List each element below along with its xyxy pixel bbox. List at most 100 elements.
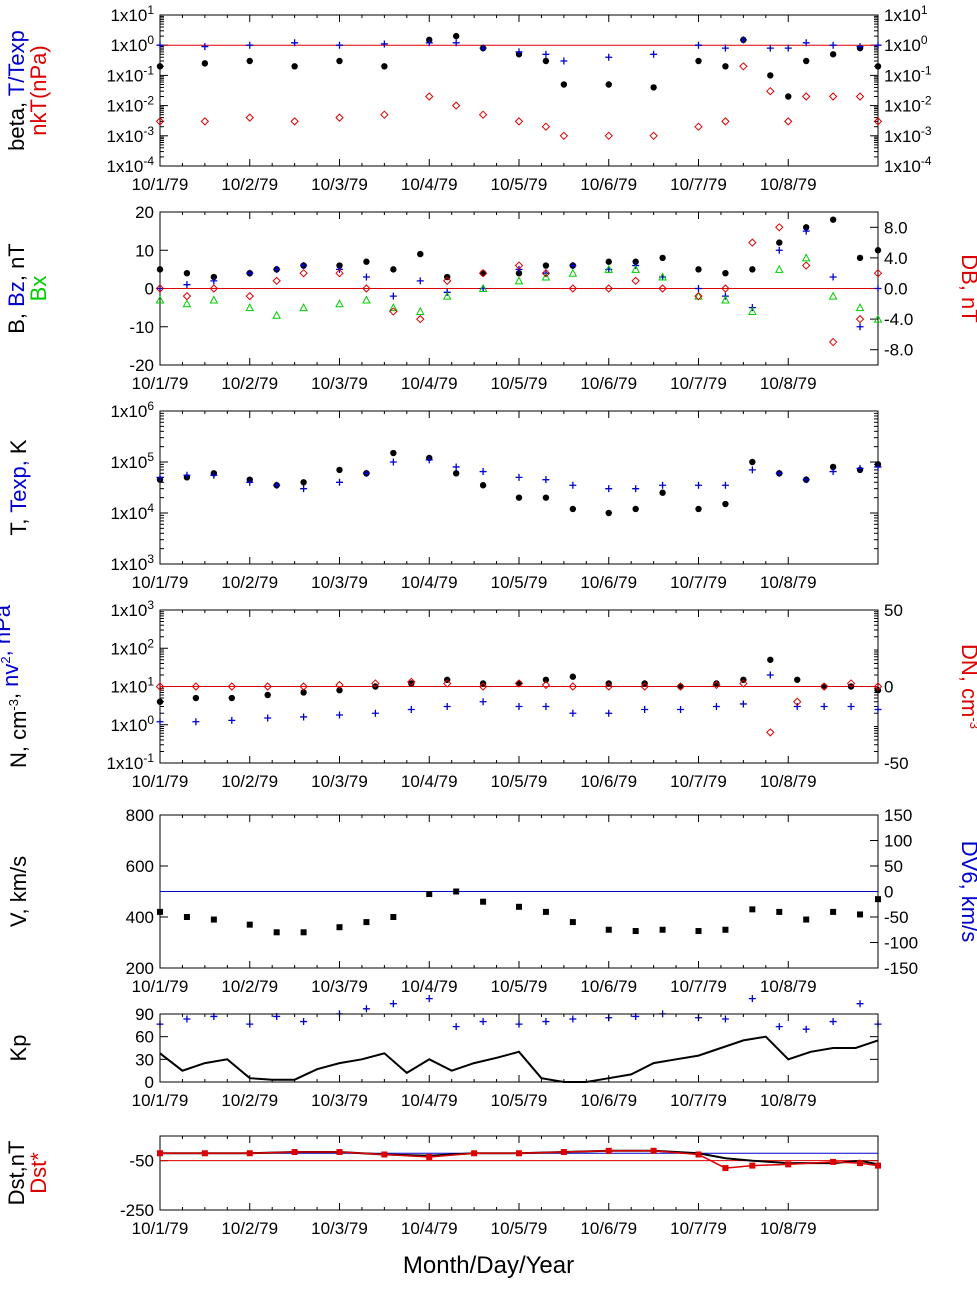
data-point [335, 680, 344, 690]
data-point [640, 682, 649, 691]
data-point [569, 919, 576, 926]
data-point [560, 81, 568, 88]
y-tick-label: 1x105 [110, 450, 154, 472]
data-point [542, 494, 550, 501]
series-nkt-npa- [155, 62, 883, 141]
data-point [695, 57, 702, 65]
panel-dst: 10/1/79 10/2/79 10/3/79 10/4/79 10/5/79 10/6/… [4, 1135, 881, 1238]
data-point [541, 680, 551, 690]
y2-tick-label: -150 [884, 959, 918, 978]
data-point [381, 63, 388, 70]
y-tick-label: 1x101 [110, 675, 154, 697]
data-point [641, 706, 649, 714]
data-point [300, 713, 308, 721]
data-point [291, 39, 299, 47]
data-point [801, 253, 811, 262]
data-point [362, 284, 371, 293]
data-point [829, 216, 837, 223]
data-point [300, 929, 307, 936]
data-point [695, 928, 702, 935]
data-point [749, 458, 756, 466]
x-tick-label: 10/5/79 [491, 573, 548, 592]
data-point [363, 258, 370, 265]
data-point [479, 698, 487, 706]
data-point [856, 464, 864, 472]
data-point [480, 898, 487, 905]
data-point [336, 41, 343, 49]
data-point [631, 276, 640, 286]
y2-tick-label: 1x101 [884, 3, 928, 25]
y-label-part: , nPa [0, 604, 15, 656]
data-point [183, 471, 191, 479]
data-point [336, 711, 343, 719]
data-point [245, 303, 255, 312]
data-point [471, 1150, 478, 1157]
data-point [857, 1160, 864, 1167]
y-tick-label: 1x100 [110, 33, 154, 55]
data-point [568, 682, 578, 691]
x-tick-label: 10/1/79 [132, 977, 189, 996]
data-point [389, 307, 398, 316]
data-point [335, 268, 344, 278]
y-tick-label: 10 [135, 241, 154, 260]
data-point [649, 131, 658, 141]
series-dst- [157, 1147, 881, 1172]
x-tick-label: 10/6/79 [580, 772, 637, 791]
data-point [515, 48, 523, 56]
data-point [775, 246, 783, 254]
data-point [157, 908, 163, 915]
y2-tick-label: 1x10-2 [884, 94, 932, 116]
y-tick-label: 1x10-1 [106, 63, 154, 85]
data-point [156, 285, 164, 292]
data-point [775, 1023, 783, 1031]
data-point [801, 261, 811, 270]
y2-tick-label: -8.0 [884, 341, 913, 360]
data-point [425, 456, 433, 464]
data-point [335, 299, 344, 308]
y-label-part: Texp, [6, 460, 31, 513]
x-tick-label: 10/8/79 [760, 1091, 817, 1110]
data-point [263, 682, 272, 691]
x-tick-label: 10/7/79 [670, 977, 727, 996]
data-point [828, 337, 838, 347]
data-point [569, 709, 577, 717]
data-point [192, 694, 200, 702]
data-point [659, 481, 667, 489]
x-tick-label: 10/6/79 [580, 374, 637, 393]
data-point [479, 468, 487, 476]
data-point [516, 903, 522, 910]
data-point [478, 110, 488, 119]
data-point [749, 266, 756, 273]
data-point [210, 916, 217, 923]
data-point [559, 131, 569, 141]
data-point [272, 276, 281, 286]
y2-tick-label: 0 [884, 678, 893, 697]
data-point [300, 479, 307, 486]
data-point [793, 697, 802, 707]
data-point [802, 39, 810, 47]
data-point [452, 463, 460, 471]
data-point [273, 929, 280, 936]
data-point [407, 706, 415, 714]
data-point [515, 703, 523, 710]
data-point [767, 72, 774, 79]
data-point [802, 1025, 810, 1033]
data-point [722, 500, 729, 508]
data-point [156, 63, 164, 70]
data-point [776, 239, 783, 246]
data-point [874, 463, 882, 471]
panel-temperature: 10/1/79 10/2/79 10/3/79 10/4/79 10/5/79 10/6/… [6, 399, 882, 592]
data-point [803, 57, 810, 65]
y-tick-label: 0 [145, 1073, 154, 1092]
data-point [264, 691, 271, 699]
data-point [201, 60, 209, 67]
x-tick-label: 10/2/79 [221, 374, 278, 393]
data-point [631, 264, 641, 273]
y-tick-label: 1x103 [110, 598, 154, 620]
data-point [721, 284, 730, 293]
y-label-part: nkT(nPa) [26, 45, 51, 135]
y-label-part: beta, [4, 96, 29, 151]
data-point [380, 110, 389, 119]
y2-tick-label: 0.0 [884, 280, 908, 299]
y-tick-label: 1x102 [110, 636, 154, 658]
